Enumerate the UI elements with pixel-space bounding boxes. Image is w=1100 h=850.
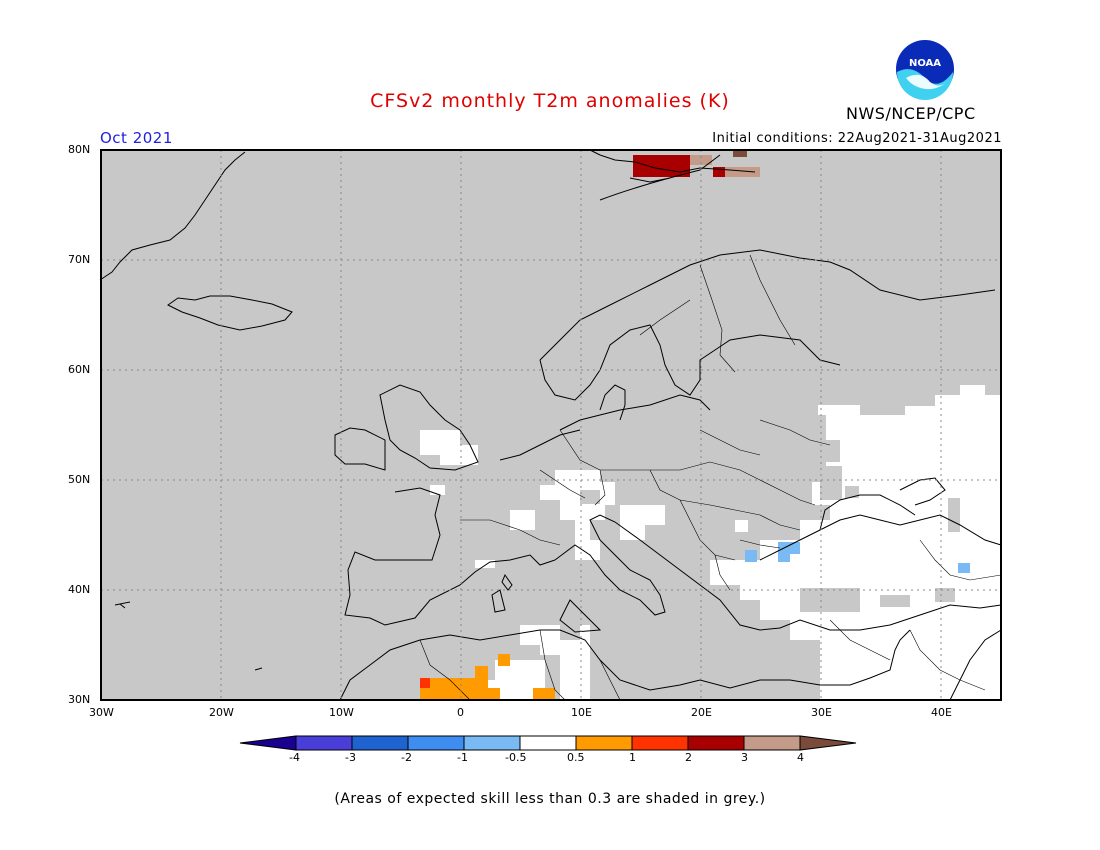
lon-label: 40E <box>931 706 952 719</box>
colorbar-label: -3 <box>345 751 356 764</box>
warm-anomaly-brown <box>733 150 747 157</box>
colorbar-label: 0.5 <box>567 751 585 764</box>
colorbar <box>239 735 857 751</box>
colorbar-label: 2 <box>685 751 692 764</box>
colorbar-label: -0.5 <box>505 751 527 764</box>
colorbar-label: 4 <box>797 751 804 764</box>
lon-label: 0 <box>457 706 464 719</box>
colorbar-segment <box>575 735 633 751</box>
forecast-month: Oct 2021 <box>100 129 173 147</box>
lat-label: 40N <box>68 583 91 596</box>
colorbar-segment <box>351 735 409 751</box>
colorbar-segment <box>631 735 689 751</box>
colorbar-segment <box>519 735 577 751</box>
lat-label: 50N <box>68 473 91 486</box>
lon-label: 30W <box>89 706 114 719</box>
lon-label: 10E <box>571 706 592 719</box>
low-skill-patches <box>580 466 960 612</box>
coastlines <box>99 149 1002 701</box>
colorbar-segment <box>463 735 521 751</box>
colorbar-segment <box>687 735 745 751</box>
lat-label: 70N <box>68 253 91 266</box>
org-label: NWS/NCEP/CPC <box>846 104 976 123</box>
lon-label: 10W <box>329 706 354 719</box>
colorbar-label: -1 <box>457 751 468 764</box>
colorbar-arrow-low <box>239 735 297 751</box>
lat-lon-grid <box>101 150 1001 700</box>
initial-conditions: Initial conditions: 22Aug2021-31Aug2021 <box>712 131 1002 146</box>
colorbar-segment <box>743 735 801 751</box>
national-borders <box>419 254 1002 701</box>
colorbar-segment <box>295 735 353 751</box>
lon-label: 20E <box>691 706 712 719</box>
noaa-logo-icon: NOAA <box>895 39 955 100</box>
warm-anomaly-orange <box>420 654 555 700</box>
warm-anomaly-light-brown <box>690 155 760 177</box>
lat-label: 80N <box>68 143 91 156</box>
colorbar-label: 3 <box>741 751 748 764</box>
lon-label: 30E <box>811 706 832 719</box>
svg-text:NOAA: NOAA <box>909 58 941 69</box>
map-title: CFSv2 monthly T2m anomalies (K) <box>370 90 730 112</box>
lat-label: 30N <box>68 693 91 706</box>
colorbar-label: -2 <box>401 751 412 764</box>
lon-label: 20W <box>209 706 234 719</box>
lat-label: 60N <box>68 363 91 376</box>
colorbar-label: 1 <box>629 751 636 764</box>
cold-anomaly-light-blue <box>745 542 970 573</box>
colorbar-arrow-high <box>799 735 857 751</box>
colorbar-segment <box>407 735 465 751</box>
neutral-anomaly-regions <box>420 385 1001 700</box>
skill-footnote: (Areas of expected skill less than 0.3 a… <box>334 791 766 807</box>
map-frame <box>100 149 1002 701</box>
warm-anomaly-red <box>420 678 430 688</box>
colorbar-label: -4 <box>289 751 300 764</box>
